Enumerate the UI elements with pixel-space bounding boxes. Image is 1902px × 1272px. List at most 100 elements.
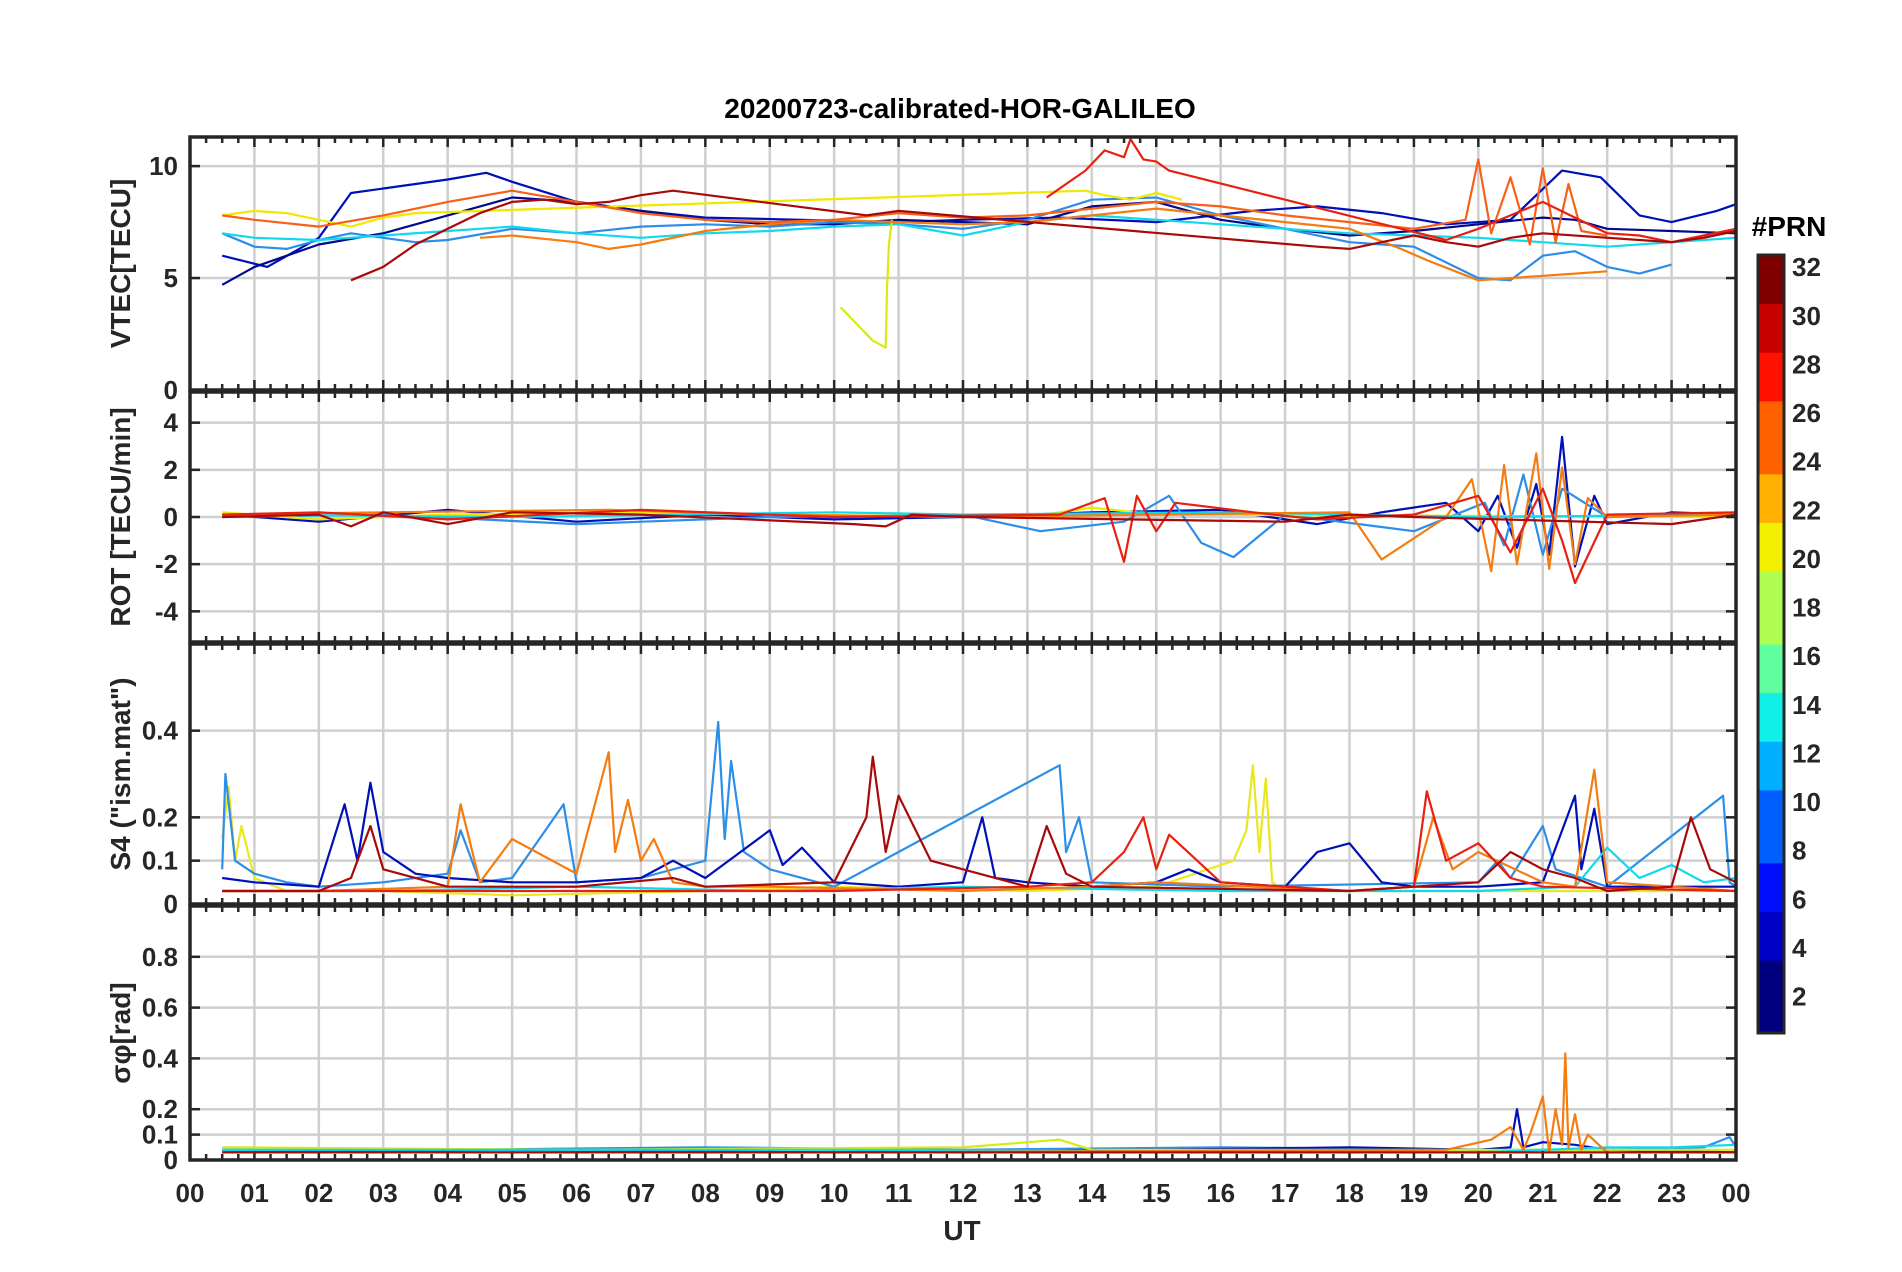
ytick-label: 0.2 — [142, 1094, 178, 1124]
xtick-label: 10 — [820, 1178, 849, 1208]
colorbar-tick-label: 28 — [1792, 349, 1821, 379]
colorbar-band — [1758, 473, 1784, 499]
series-line-prn-2 — [222, 781, 1736, 888]
colorbar-tick-label: 8 — [1792, 836, 1806, 866]
colorbar-band — [1758, 644, 1784, 669]
xtick-label: 22 — [1593, 1178, 1622, 1208]
xtick-label: 05 — [498, 1178, 527, 1208]
series-line-prn-13 — [222, 214, 1737, 248]
s4-ytick-labels: 0 0.1 0.2 0.4 — [142, 716, 1736, 919]
colorbar-band — [1758, 619, 1784, 645]
sigma-phi-panel: 00.10.2 0.4 0.6 0.8 σφ[rad] — [105, 904, 1738, 1175]
colorbar-band — [1758, 716, 1784, 742]
vtec-grid — [188, 137, 1738, 392]
colorbar-band — [1758, 741, 1784, 767]
series-line-prn-10 — [221, 720, 1737, 888]
ytick-label: 5 — [164, 263, 178, 293]
s4-series-group — [221, 720, 1737, 897]
sigma-phi-ytick-labels: 00.10.2 0.4 0.6 0.8 — [142, 942, 1736, 1175]
sigma-phi-ylabel: σφ[rad] — [105, 982, 136, 1083]
xtick-label: 01 — [240, 1178, 269, 1208]
xtick-label: 07 — [626, 1178, 655, 1208]
colorbar-frame — [1756, 253, 1786, 1035]
colorbar-band — [1758, 960, 1784, 985]
ytick-label: 0 — [164, 1145, 178, 1175]
vtec-axes-frame — [188, 135, 1738, 392]
vtec-ylabel: VTEC[TECU] — [105, 179, 136, 349]
xtick-label: 09 — [755, 1178, 784, 1208]
vtec-series-group — [221, 138, 1737, 349]
ytick-label: 0.1 — [142, 1120, 178, 1150]
xtick-label: 18 — [1335, 1178, 1364, 1208]
colorbar-bands — [1758, 255, 1784, 1034]
ytick-label: -2 — [155, 549, 178, 579]
colorbar-tick-label: 20 — [1792, 544, 1821, 574]
colorbar-tick-label: 26 — [1792, 398, 1821, 428]
colorbar-tick-label: 12 — [1792, 738, 1821, 768]
colorbar-band — [1758, 1008, 1784, 1034]
colorbar-tick-label: 2 — [1792, 982, 1806, 1012]
ytick-label: 0 — [164, 889, 178, 919]
series-line-prn-20 — [222, 189, 1183, 228]
xtick-label: 21 — [1528, 1178, 1557, 1208]
xtick-label: 00 — [1722, 1178, 1751, 1208]
ytick-label: -4 — [155, 596, 179, 626]
s4-panel: 0 0.1 0.2 0.4 S4 ("ism.mat") — [105, 642, 1738, 919]
colorbar-band — [1758, 400, 1784, 426]
series-line-prn-10 — [221, 196, 1672, 282]
rot-ylabel: ROT [TECU/min] — [105, 407, 136, 626]
ytick-label: 0.4 — [142, 716, 179, 746]
colorbar-tick-label: 32 — [1792, 252, 1821, 282]
ytick-label: 10 — [149, 151, 178, 181]
ytick-label: 0.4 — [142, 1043, 179, 1073]
colorbar-tick-label: 4 — [1792, 933, 1807, 963]
colorbar-tick-label: 6 — [1792, 884, 1806, 914]
xtick-label: 15 — [1142, 1178, 1171, 1208]
ytick-label: 0.1 — [142, 846, 178, 876]
xtick-label: 14 — [1077, 1178, 1106, 1208]
series-line-prn-31 — [222, 755, 1737, 893]
sigma-phi-axes-frame — [188, 904, 1738, 1162]
series-line-prn-13 — [222, 1143, 1737, 1154]
xtick-label: 06 — [562, 1178, 591, 1208]
colorbar-band — [1758, 425, 1784, 450]
colorbar-band — [1758, 887, 1784, 912]
vtec-panel: 0 5 10 VTEC[TECU] — [105, 135, 1738, 405]
series-line-prn-24 — [222, 1052, 1608, 1154]
colorbar-band — [1758, 449, 1784, 475]
xtick-label: 12 — [949, 1178, 978, 1208]
s4-axes-frame — [188, 642, 1738, 906]
colorbar-label: #PRN — [1752, 211, 1827, 242]
ytick-label: 0 — [164, 375, 178, 405]
colorbar-band — [1758, 376, 1784, 402]
ytick-label: 0.6 — [142, 993, 178, 1023]
series-line-prn-24 — [479, 207, 1608, 282]
xtick-label: 03 — [369, 1178, 398, 1208]
colorbar-tick-label: 30 — [1792, 301, 1821, 331]
colorbar-band — [1758, 255, 1784, 280]
colorbar-band — [1758, 595, 1784, 621]
ytick-label: 0 — [164, 502, 178, 532]
xtick-label: 16 — [1206, 1178, 1235, 1208]
series-line-prn-31 — [350, 189, 1737, 282]
sigma-phi-series-group — [222, 1052, 1737, 1154]
colorbar-band — [1758, 327, 1784, 353]
chart-title: 20200723-calibrated-HOR-GALILEO — [724, 93, 1196, 124]
xtick-label: 20 — [1464, 1178, 1493, 1208]
colorbar-band — [1758, 303, 1784, 329]
colorbar-band — [1758, 692, 1784, 718]
series-line-prn-27 — [222, 487, 1737, 585]
xtick-label: 04 — [433, 1178, 462, 1208]
series-line-prn-24 — [222, 751, 1737, 893]
colorbar-band — [1758, 765, 1784, 791]
ytick-label: 2 — [164, 455, 178, 485]
colorbar-band — [1758, 498, 1784, 523]
series-line-prn-10 — [222, 1135, 1737, 1151]
x-axis-label: UT — [943, 1215, 980, 1246]
xtick-label: 08 — [691, 1178, 720, 1208]
series-line-prn-27 — [222, 790, 1737, 893]
ytick-label: 4 — [164, 408, 179, 438]
